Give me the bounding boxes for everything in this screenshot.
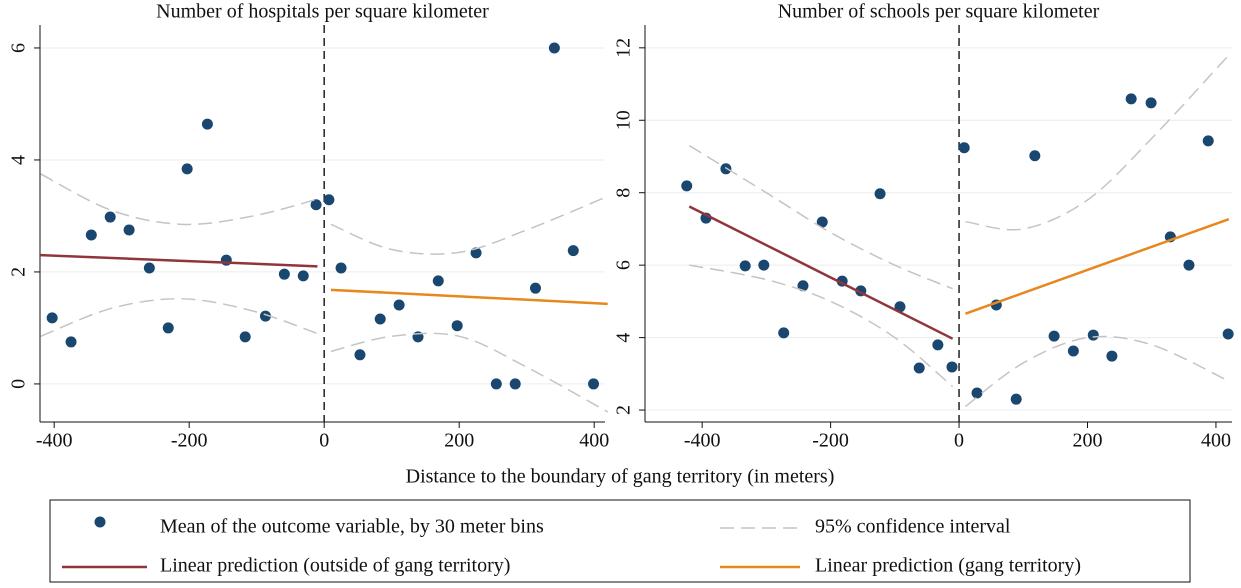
confidence-band [330, 332, 609, 413]
legend-label: Mean of the outcome variable, by 30 mete… [160, 516, 544, 538]
data-point [104, 211, 116, 223]
data-point [451, 320, 463, 332]
data-point [297, 270, 309, 282]
legend-label: Linear prediction (gang territory) [815, 555, 1081, 577]
data-point [1183, 259, 1195, 271]
data-point [958, 142, 970, 154]
legend-marker [94, 516, 106, 528]
data-point [797, 280, 809, 292]
data-point [490, 378, 502, 390]
prediction-line [965, 217, 1230, 315]
confidence-band [330, 195, 608, 255]
legend-box [49, 499, 1191, 583]
x-tick-label: -200 [812, 430, 849, 452]
y-tick-label: 2 [613, 405, 635, 415]
y-tick-label: 2 [8, 267, 30, 277]
data-point [65, 336, 77, 348]
confidence-band [40, 298, 318, 338]
x-tick-label: 0 [319, 430, 329, 452]
y-tick-label: 4 [613, 333, 635, 343]
data-point [567, 245, 579, 257]
legend-label: 95% confidence interval [815, 516, 1011, 538]
y-tick-label: 4 [8, 155, 30, 165]
data-point [1106, 350, 1118, 362]
data-point [548, 42, 560, 54]
data-point [529, 282, 541, 294]
prediction-line [688, 205, 954, 340]
confidence-band [965, 54, 1230, 231]
data-point [162, 322, 174, 334]
x-axis-label: Distance to the boundary of gang territo… [406, 466, 835, 488]
x-tick-label: 200 [444, 430, 474, 452]
data-point [259, 310, 271, 322]
data-point [946, 361, 958, 373]
x-tick-label: 400 [1201, 430, 1231, 452]
data-point [354, 349, 366, 361]
prediction-line [40, 253, 318, 268]
x-tick-label: -400 [684, 430, 721, 452]
data-point [1067, 345, 1079, 357]
data-point [323, 194, 335, 206]
data-point [201, 118, 213, 130]
data-point [123, 224, 135, 236]
y-tick-label: 6 [8, 43, 30, 53]
data-point [143, 262, 155, 274]
y-tick-label: 6 [613, 260, 635, 270]
x-tick-label: 200 [1072, 430, 1102, 452]
data-point [278, 268, 290, 280]
data-point [758, 259, 770, 271]
data-point [1087, 329, 1099, 341]
data-point [1048, 330, 1060, 342]
y-tick-label: 8 [613, 188, 635, 198]
data-point [588, 378, 600, 390]
data-point [913, 362, 925, 374]
data-point [874, 188, 886, 200]
y-tick-label: 12 [613, 38, 635, 58]
data-point [739, 260, 751, 272]
data-point [971, 387, 983, 399]
legend-label: Linear prediction (outside of gang terri… [160, 555, 510, 577]
data-point [46, 312, 58, 324]
data-point [432, 275, 444, 287]
data-point [778, 327, 790, 339]
y-tick-label: 0 [8, 379, 30, 389]
data-point [509, 378, 521, 390]
data-point [393, 299, 405, 311]
data-point [239, 331, 251, 343]
data-point [1145, 97, 1157, 109]
data-point [681, 180, 693, 192]
confidence-band [688, 144, 953, 290]
prediction-line [330, 288, 608, 306]
data-point [1202, 135, 1214, 147]
x-tick-label: -400 [36, 430, 73, 452]
chart-title: Number of hospitals per square kilometer [156, 1, 489, 23]
data-point [374, 313, 386, 325]
data-point [932, 339, 944, 351]
data-point [310, 199, 322, 211]
data-point [816, 216, 828, 228]
data-point [1222, 328, 1234, 340]
data-point [181, 163, 193, 175]
chart-title: Number of schools per square kilometer [778, 1, 1100, 23]
confidence-band [689, 264, 954, 388]
y-tick-label: 10 [613, 110, 635, 130]
x-tick-label: 0 [954, 430, 964, 452]
confidence-band [40, 173, 318, 226]
data-point [85, 229, 97, 241]
data-point [1010, 393, 1022, 405]
data-point [1125, 93, 1137, 105]
data-point [1029, 150, 1041, 162]
data-point [335, 262, 347, 274]
x-tick-label: 400 [579, 430, 609, 452]
confidence-band [965, 335, 1230, 408]
x-tick-label: -200 [171, 430, 208, 452]
